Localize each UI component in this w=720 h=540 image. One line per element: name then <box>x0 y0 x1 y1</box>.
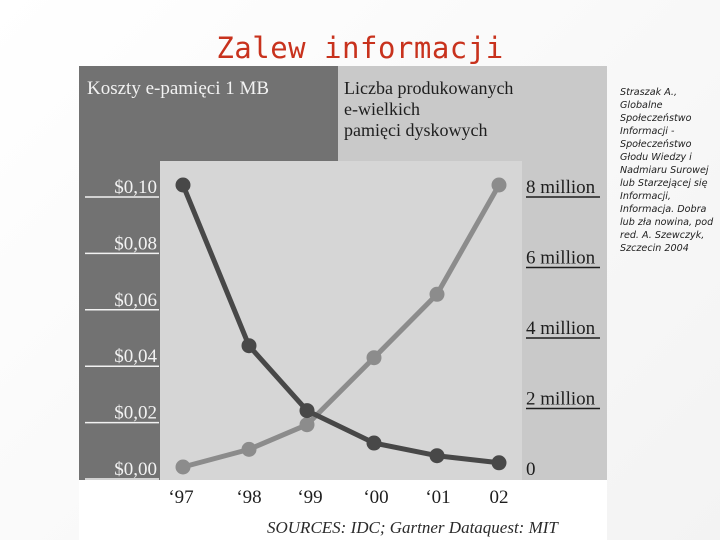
right-panel-title-line-1: Liczba produkowanych <box>344 78 513 98</box>
right-panel-title-line-3: pamięci dyskowych <box>344 120 487 140</box>
x-tick-label: ‘01 <box>425 487 450 508</box>
x-tick-label: ‘97 <box>168 487 193 508</box>
left-tick-label: $0,10 <box>114 177 157 198</box>
cost-series-point <box>491 455 507 471</box>
drives-series-point <box>491 177 507 193</box>
line-chart: Koszty e-pamięci 1 MB Liczba produkowany… <box>79 66 607 540</box>
left-tick-label: $0,06 <box>114 290 157 311</box>
x-tick-label: ‘00 <box>363 487 388 508</box>
cost-series-point <box>299 403 315 419</box>
right-tick-label: 8 million <box>526 177 596 198</box>
x-tick-label: ‘98 <box>236 487 261 508</box>
drives-series-point <box>299 417 315 433</box>
right-tick-label: 4 million <box>526 318 596 339</box>
series-layer <box>175 177 507 475</box>
right-tick-label: 0 <box>526 459 536 480</box>
right-axis-ticks: 8 million 6 million 4 million 2 million 0 <box>526 177 600 480</box>
left-tick-label: $0,02 <box>114 403 157 424</box>
right-tick-label: 6 million <box>526 248 596 269</box>
plot-area <box>160 161 522 480</box>
drives-series-point <box>366 350 382 366</box>
right-tick-label: 2 million <box>526 389 596 410</box>
right-panel-title-line-2: e-wielkich <box>344 99 420 119</box>
cost-series-point <box>175 177 191 193</box>
x-axis-ticks: ‘97 ‘98 ‘99 ‘00 ‘01 02 <box>168 487 508 508</box>
left-tick-label: $0,04 <box>114 346 157 367</box>
slide-title: Zalew informacji <box>216 31 504 65</box>
cost-series-point <box>429 448 445 464</box>
drives-series-point <box>241 441 257 457</box>
x-tick-label: 02 <box>490 487 509 508</box>
cost-series-line <box>180 184 500 466</box>
left-panel-title: Koszty e-pamięci 1 MB <box>87 78 269 99</box>
citation-note: Straszak A., Globalne Społeczeństwo Info… <box>620 87 714 254</box>
drives-series-point <box>175 459 191 475</box>
cost-series-point <box>366 435 382 451</box>
left-tick-label: $0,08 <box>114 233 157 254</box>
drives-series-line <box>182 183 502 470</box>
source-note: SOURCES: IDC; Gartner Dataquest: MIT <box>267 518 559 537</box>
left-tick-label: $0,00 <box>114 459 157 480</box>
left-axis-ticks: $0,10 $0,08 $0,06 $0,04 $0,02 $0,00 <box>85 177 159 480</box>
cost-series-point <box>241 338 257 354</box>
x-tick-label: ‘99 <box>297 487 322 508</box>
footer-area <box>79 480 607 540</box>
drives-series-point <box>429 286 445 302</box>
